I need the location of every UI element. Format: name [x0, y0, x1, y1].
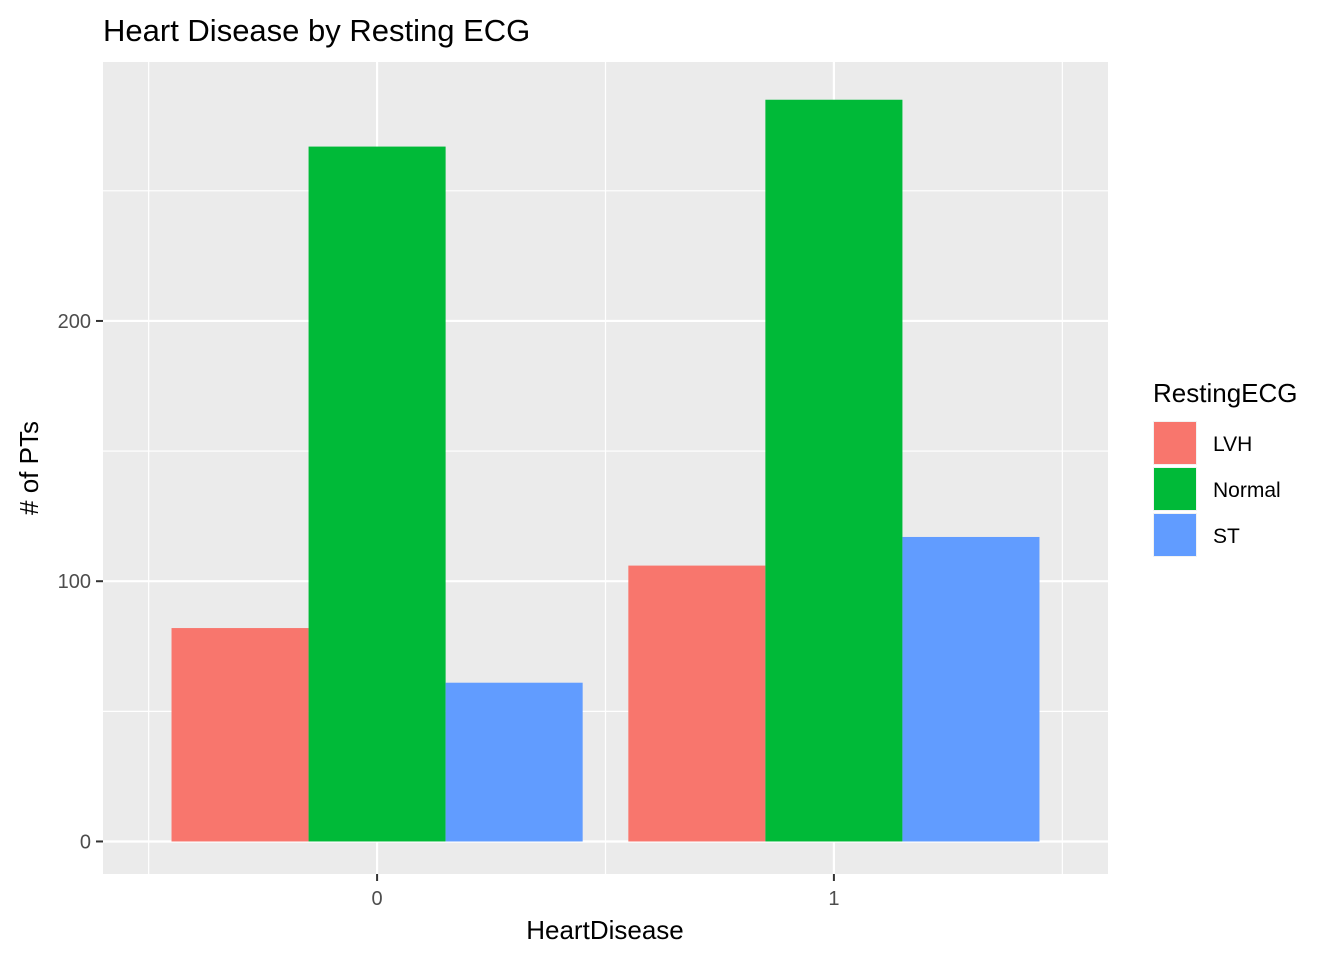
bar-st-0 [445, 682, 583, 842]
bar-lvh-0 [171, 628, 309, 842]
bars-layer [171, 99, 1040, 842]
x-axis-title: HeartDisease [526, 915, 684, 945]
legend-label-st: ST [1213, 525, 1240, 548]
bar-st-1 [902, 536, 1040, 842]
legend-label-normal: Normal [1213, 479, 1281, 502]
legend-key-st [1154, 514, 1196, 556]
legend-key-lvh [1154, 422, 1196, 464]
y-tick-label: 100 [58, 571, 91, 593]
bar-normal-1 [765, 99, 903, 842]
legend-title: RestingECG [1153, 378, 1298, 408]
bar-lvh-1 [628, 565, 766, 842]
chart-title: Heart Disease by Resting ECG [103, 13, 530, 48]
legend: RestingECG LVH Normal ST [1153, 378, 1298, 557]
bar-normal-0 [308, 146, 446, 842]
legend-key-normal [1154, 468, 1196, 510]
y-axis: 0 100 200 [58, 311, 103, 853]
legend-label-lvh: LVH [1213, 433, 1252, 456]
x-tick-label: 0 [372, 888, 383, 910]
y-axis-title: # of PTs [14, 421, 44, 515]
x-tick-label: 1 [828, 888, 839, 910]
y-tick-label: 200 [58, 311, 91, 333]
y-tick-label: 0 [80, 831, 91, 853]
